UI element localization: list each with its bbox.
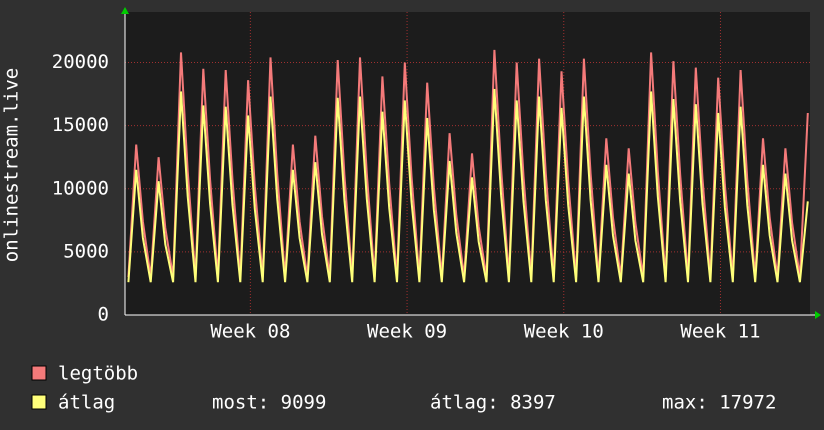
- legend-label: legtöbb: [58, 363, 138, 385]
- x-tick-label: Week 09: [367, 321, 447, 343]
- y-arrow: [121, 7, 129, 14]
- x-arrow: [815, 311, 821, 319]
- y-axis-label: onlinestream.live: [1, 68, 23, 262]
- legend-label: átlag: [58, 392, 115, 414]
- y-tick-label: 5000: [63, 240, 109, 262]
- legend-stat: most: 9099: [212, 392, 326, 414]
- legend: legtöbb átlag most: 9099 átlag: 8397 max…: [31, 363, 776, 414]
- y-tick-label: 10000: [52, 177, 109, 199]
- lines: [127, 49, 809, 283]
- plot-area: [125, 12, 810, 315]
- x-tick-label: Week 11: [680, 321, 760, 343]
- x-tick-label: Week 10: [524, 321, 604, 343]
- legend-stat: max: 17972: [662, 392, 776, 414]
- legend-swatch: [31, 365, 47, 381]
- x-tick-label: Week 08: [210, 321, 290, 343]
- y-tick-label: 15000: [52, 114, 109, 136]
- series-line: [127, 88, 809, 283]
- legend-swatch: [31, 394, 47, 410]
- legend-stat: átlag: 8397: [430, 392, 556, 414]
- y-tick-label: 0: [98, 304, 109, 326]
- y-tick-label: 20000: [52, 51, 109, 73]
